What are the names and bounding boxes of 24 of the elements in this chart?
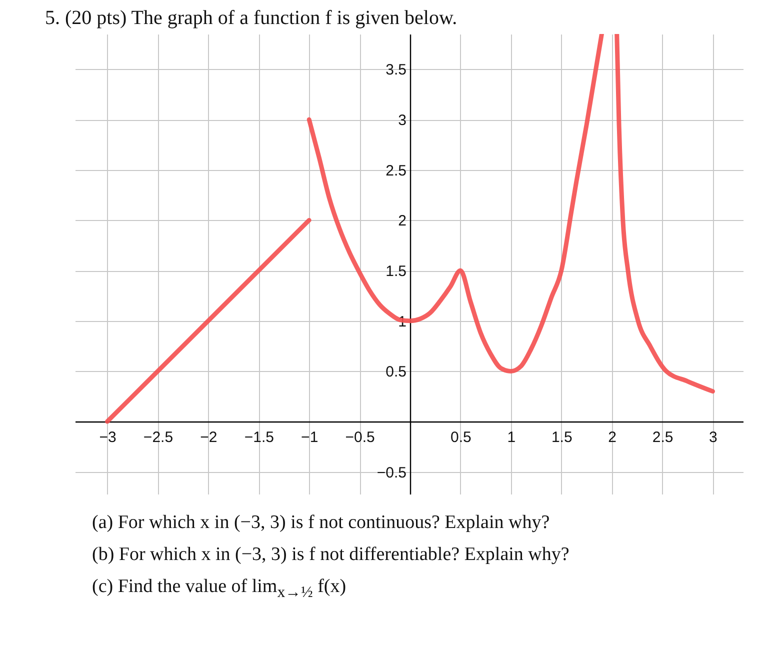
y-tick-label: −0.5 — [376, 464, 407, 482]
y-tick-label: 3 — [398, 112, 407, 130]
x-tick-label: −2 — [200, 429, 218, 446]
y-tick-label: 1.5 — [386, 263, 407, 280]
text: (a) For which x in (−3, 3) is f not continuous? Explain why? — [92, 512, 551, 534]
x-tick-label: −1.5 — [244, 429, 274, 446]
x-tick-label: −1 — [301, 429, 318, 446]
y-tick-label: 3.5 — [386, 62, 407, 79]
y-tick-label: 0.5 — [386, 364, 407, 381]
x-tick-label: 1 — [507, 429, 516, 446]
x-tick-label: 1.5 — [551, 429, 572, 446]
x-tick-label: −3 — [99, 429, 116, 446]
x-tick-label: 3 — [709, 429, 718, 446]
chart-title: 5. (20 pts) The graph of a function f is given below. — [45, 7, 458, 29]
x-tick-label: −0.5 — [345, 429, 375, 446]
text: (c) Find the value of lim$_{x→½}$ f(x) — [92, 576, 348, 602]
x-tick-label: 2 — [608, 429, 616, 446]
x-tick-label: −2.5 — [143, 429, 174, 446]
x-tick-label: 0.5 — [450, 429, 472, 446]
text: (b) For which x in (−3, 3) is f not differentiable? Explain why? — [92, 544, 570, 566]
y-tick-label: 2 — [398, 212, 407, 230]
y-tick-label: 2.5 — [386, 162, 407, 180]
x-tick-label: 2.5 — [652, 429, 674, 446]
line-series — [614, 34, 715, 394]
